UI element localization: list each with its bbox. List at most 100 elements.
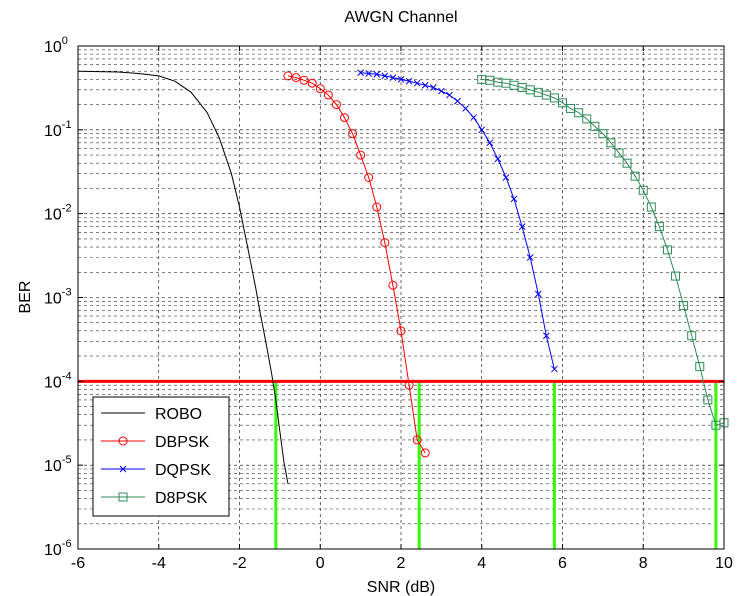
series-group (77, 69, 729, 484)
y-tick-label: 10-3 (44, 287, 72, 308)
snr-marker-lines (274, 381, 718, 549)
data-point-d8psk (638, 185, 648, 195)
legend-marker-dqpsk (119, 465, 127, 473)
data-point-dqpsk (357, 69, 364, 77)
data-point-d8psk (671, 271, 681, 281)
data-point-dqpsk (502, 174, 510, 181)
data-point-dbpsk (331, 100, 341, 110)
legend-label-d8psk: D8PSK (155, 490, 208, 507)
x-tick-label: 10 (715, 555, 733, 572)
series-dqpsk (357, 69, 558, 373)
series-robo (77, 70, 289, 484)
series-line-dqpsk (360, 72, 555, 370)
data-point-dbpsk (283, 71, 293, 81)
data-point-d8psk (598, 129, 608, 139)
data-point-d8psk (695, 362, 705, 372)
data-point-dqpsk (365, 70, 373, 77)
x-tick-label: 8 (639, 555, 648, 572)
data-point-d8psk (630, 171, 640, 181)
series-line-dbpsk (287, 75, 426, 454)
data-point-dbpsk (420, 448, 430, 458)
series-line-d8psk (481, 78, 725, 426)
series-line-robo (77, 70, 289, 484)
data-point-d8psk (654, 222, 664, 232)
data-point-dbpsk (323, 90, 333, 100)
x-tick-label: 4 (477, 555, 486, 572)
data-point-dqpsk (551, 365, 558, 373)
data-point-dbpsk (412, 435, 422, 445)
y-tick-label: 10-6 (44, 538, 72, 559)
data-point-dqpsk (518, 223, 526, 231)
x-tick-label: -2 (232, 555, 246, 572)
data-point-dbpsk (299, 75, 309, 85)
legend-label-dbpsk: DBPSK (155, 434, 210, 451)
y-tick-label: 10-1 (44, 119, 72, 140)
data-point-dqpsk (389, 74, 397, 81)
data-point-dqpsk (405, 77, 413, 85)
data-point-dqpsk (534, 290, 542, 298)
y-tick-label: 100 (44, 35, 68, 56)
data-point-d8psk (614, 148, 624, 158)
series-d8psk (477, 74, 729, 430)
data-point-dqpsk (429, 84, 437, 91)
data-point-dbpsk (339, 113, 349, 123)
data-point-dbpsk (307, 78, 317, 88)
x-tick-label: 0 (316, 555, 325, 572)
data-point-dqpsk (373, 70, 381, 78)
data-point-d8psk (662, 245, 672, 255)
data-point-dqpsk (381, 72, 389, 80)
x-tick-labels: -6 -4 -2 0 2 4 6 8 10 (71, 46, 733, 572)
data-point-d8psk (703, 395, 713, 405)
legend-marker-dbpsk (118, 436, 128, 446)
data-point-dbpsk (372, 202, 382, 212)
data-point-dqpsk (542, 332, 550, 340)
y-tick-label: 10-4 (44, 370, 72, 391)
data-point-d8psk (679, 301, 689, 311)
data-point-d8psk (558, 98, 567, 108)
data-point-dqpsk (454, 97, 461, 105)
data-point-dqpsk (470, 114, 478, 121)
data-point-dqpsk (526, 254, 534, 261)
legend-box (92, 396, 230, 517)
data-point-dqpsk (438, 87, 445, 95)
x-tick-label: 6 (558, 555, 567, 572)
data-point-dbpsk (396, 326, 406, 336)
data-point-dbpsk (348, 129, 358, 139)
series-dbpsk (283, 71, 430, 458)
data-point-dbpsk (364, 173, 374, 183)
data-point-dbpsk (388, 280, 398, 290)
y-tick-labels: 10-6 10-5 10-4 10-3 10-2 10-1 100 (44, 35, 724, 559)
data-point-dqpsk (494, 155, 502, 163)
x-tick-label: -4 (152, 555, 166, 572)
legend-label-dqpsk: DQPSK (155, 462, 211, 479)
data-point-dqpsk (397, 76, 405, 83)
data-point-dbpsk (356, 150, 366, 160)
data-point-dqpsk (413, 79, 421, 87)
data-point-d8psk (622, 158, 632, 168)
legend-label-robo: ROBO (155, 406, 202, 423)
data-point-dqpsk (510, 195, 518, 203)
data-point-dbpsk (404, 380, 414, 390)
data-point-d8psk (549, 93, 559, 103)
x-tick-label: 2 (397, 555, 406, 572)
x-tick-label: -6 (71, 555, 85, 572)
data-point-dbpsk (291, 73, 301, 83)
chart-title: AWGN Channel (344, 9, 457, 26)
data-point-d8psk (590, 121, 600, 131)
data-point-dqpsk (421, 81, 429, 89)
data-point-d8psk (582, 114, 592, 124)
y-tick-label: 10-5 (44, 454, 72, 475)
data-point-dqpsk (486, 139, 494, 147)
data-point-d8psk (687, 331, 697, 341)
data-point-dbpsk (315, 84, 325, 94)
data-point-dqpsk (462, 105, 469, 112)
legend-marker-d8psk (118, 492, 128, 502)
data-point-dqpsk (446, 91, 453, 99)
data-point-dbpsk (380, 238, 390, 248)
x-axis-label: SNR (dB) (367, 579, 435, 596)
data-point-dqpsk (478, 126, 486, 134)
legend: ROBO DBPSK DQPSK D8PSK (92, 396, 230, 517)
y-tick-label: 10-2 (44, 203, 72, 224)
data-point-d8psk (574, 108, 584, 118)
